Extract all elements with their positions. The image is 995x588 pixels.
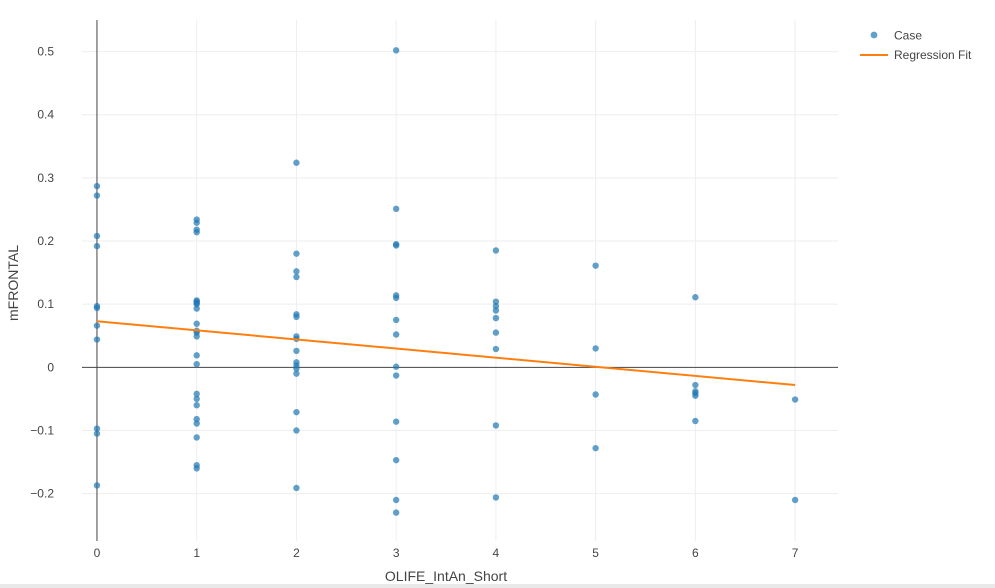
data-point[interactable] bbox=[93, 242, 101, 250]
data-point[interactable] bbox=[392, 496, 400, 504]
legend-item-case[interactable]: Case bbox=[870, 29, 923, 43]
data-point[interactable] bbox=[492, 314, 500, 322]
data-point[interactable] bbox=[293, 365, 300, 372]
data-point[interactable] bbox=[293, 484, 300, 492]
data-point[interactable] bbox=[293, 370, 300, 377]
x-tick-label: 3 bbox=[393, 546, 400, 560]
data-point[interactable] bbox=[193, 333, 200, 340]
data-point[interactable] bbox=[193, 219, 200, 226]
legend[interactable]: Case Regression Fit bbox=[860, 29, 972, 63]
x-tick-label: 5 bbox=[592, 546, 599, 560]
data-point[interactable] bbox=[193, 305, 200, 312]
data-point[interactable] bbox=[293, 159, 300, 166]
data-point[interactable] bbox=[392, 316, 400, 324]
y-tick-label: −0.2 bbox=[30, 487, 54, 501]
x-tick-label: 0 bbox=[94, 546, 101, 560]
grid-layer bbox=[82, 20, 838, 541]
data-point[interactable] bbox=[392, 509, 400, 516]
y-tick-label: 0.1 bbox=[37, 297, 54, 311]
legend-marker-case bbox=[870, 31, 878, 39]
data-point[interactable] bbox=[93, 430, 101, 437]
data-point[interactable] bbox=[193, 320, 200, 327]
data-point[interactable] bbox=[293, 273, 300, 281]
y-axis-title: mFRONTAL bbox=[5, 245, 21, 321]
y-tick-label: 0.3 bbox=[37, 171, 54, 185]
bottom-scrollbar-track bbox=[0, 584, 995, 588]
y-tick-label: 0.2 bbox=[37, 234, 54, 248]
data-layer bbox=[93, 47, 799, 516]
data-point[interactable] bbox=[791, 396, 799, 403]
data-point[interactable] bbox=[193, 228, 200, 236]
data-point[interactable] bbox=[492, 329, 500, 336]
data-point[interactable] bbox=[692, 294, 699, 301]
x-tick-label: 7 bbox=[792, 546, 799, 560]
regression-fit-line[interactable] bbox=[96, 320, 796, 387]
data-point[interactable] bbox=[791, 496, 799, 504]
x-tick-label: 2 bbox=[293, 546, 300, 560]
data-point[interactable] bbox=[193, 465, 200, 472]
data-point[interactable] bbox=[392, 456, 400, 464]
data-point[interactable] bbox=[692, 417, 699, 425]
data-point[interactable] bbox=[492, 302, 500, 310]
legend-item-regression-fit[interactable]: Regression Fit bbox=[860, 48, 972, 62]
data-point[interactable] bbox=[193, 402, 200, 409]
data-point[interactable] bbox=[492, 494, 500, 501]
y-tick-label: 0.5 bbox=[37, 45, 54, 59]
data-point[interactable] bbox=[293, 268, 300, 275]
legend-label-case: Case bbox=[894, 29, 922, 43]
data-point[interactable] bbox=[293, 313, 300, 321]
data-point[interactable] bbox=[193, 415, 200, 423]
data-point[interactable] bbox=[193, 360, 200, 368]
data-point[interactable] bbox=[93, 482, 101, 489]
data-point[interactable] bbox=[93, 425, 101, 432]
data-point[interactable] bbox=[193, 395, 200, 403]
data-point[interactable] bbox=[492, 345, 500, 353]
data-point[interactable] bbox=[392, 418, 400, 425]
data-point[interactable] bbox=[193, 390, 200, 398]
legend-label-regression-fit: Regression Fit bbox=[894, 48, 972, 62]
data-point[interactable] bbox=[592, 444, 599, 452]
data-point[interactable] bbox=[492, 247, 500, 254]
data-point[interactable] bbox=[392, 331, 400, 338]
data-point[interactable] bbox=[293, 347, 300, 355]
data-point[interactable] bbox=[592, 391, 599, 398]
x-axis-title: OLIFE_IntAn_Short bbox=[385, 568, 507, 584]
data-point[interactable] bbox=[692, 392, 699, 399]
data-point[interactable] bbox=[193, 434, 200, 441]
x-tick-label: 4 bbox=[493, 546, 500, 560]
x-tick-label: 1 bbox=[193, 546, 200, 560]
data-point[interactable] bbox=[293, 408, 300, 416]
data-point[interactable] bbox=[692, 381, 699, 389]
data-point[interactable] bbox=[492, 422, 500, 429]
data-point[interactable] bbox=[392, 294, 400, 302]
axis-layer bbox=[82, 20, 838, 541]
y-tick-label: 0.4 bbox=[37, 108, 54, 122]
data-point[interactable] bbox=[392, 47, 400, 54]
y-tick-label: −0.1 bbox=[30, 423, 54, 437]
data-point[interactable] bbox=[93, 232, 101, 240]
data-point[interactable] bbox=[293, 427, 300, 434]
data-point[interactable] bbox=[193, 300, 200, 308]
data-point[interactable] bbox=[93, 304, 101, 312]
data-point[interactable] bbox=[193, 420, 200, 427]
data-point[interactable] bbox=[93, 336, 101, 343]
data-point[interactable] bbox=[592, 262, 599, 269]
y-tick-label: 0 bbox=[47, 360, 54, 374]
data-point[interactable] bbox=[392, 372, 400, 379]
tick-layer: 0 1 2 3 4 5 6 7 −0.2 −0.1 0 0.1 0.2 0.3 0.4 0.5 bbox=[30, 45, 798, 560]
data-point[interactable] bbox=[93, 182, 101, 190]
data-point[interactable] bbox=[392, 205, 400, 213]
data-point[interactable] bbox=[193, 352, 200, 359]
x-tick-label: 6 bbox=[692, 546, 699, 560]
data-point[interactable] bbox=[293, 250, 300, 257]
data-point[interactable] bbox=[492, 298, 500, 305]
data-point[interactable] bbox=[492, 307, 500, 314]
data-point[interactable] bbox=[392, 363, 400, 370]
data-point[interactable] bbox=[93, 322, 101, 329]
data-point[interactable] bbox=[93, 192, 101, 199]
data-point[interactable] bbox=[392, 242, 400, 249]
data-point[interactable] bbox=[592, 345, 599, 352]
